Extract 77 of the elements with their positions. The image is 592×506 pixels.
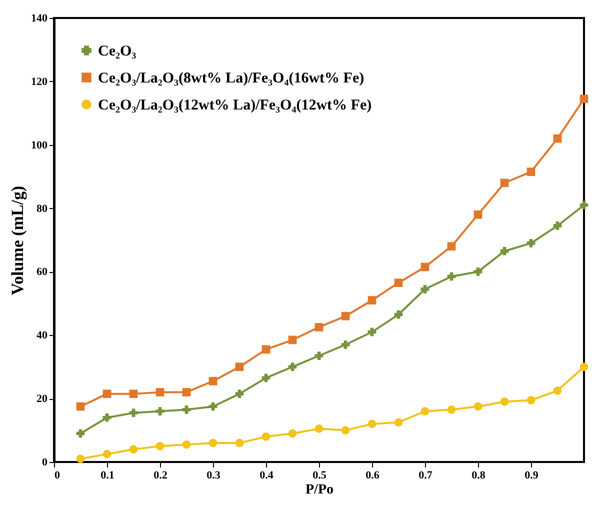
- y-tick-label: 60: [36, 266, 48, 278]
- point: [368, 420, 376, 428]
- point: [102, 450, 112, 458]
- point: [76, 402, 85, 411]
- point: [76, 454, 85, 464]
- point: [288, 336, 297, 344]
- point: [235, 390, 244, 398]
- point: [288, 362, 297, 372]
- x-tick-label: 0.9: [524, 470, 539, 482]
- point: [580, 200, 588, 210]
- point: [474, 402, 482, 411]
- point: [314, 323, 324, 332]
- x-tick-label: 0.7: [418, 470, 433, 482]
- point: [553, 386, 562, 395]
- point: [526, 168, 536, 176]
- y-tick-label: 80: [36, 202, 48, 215]
- point: [262, 345, 270, 354]
- point: [262, 432, 270, 441]
- point: [156, 407, 164, 416]
- point: [208, 376, 218, 386]
- point: [553, 222, 562, 230]
- point: [129, 408, 138, 418]
- point: [420, 284, 430, 294]
- point: [156, 388, 164, 396]
- point: [526, 396, 536, 404]
- x-tick-label: 0: [54, 470, 60, 482]
- point: [129, 445, 138, 454]
- y-tick-label: 40: [36, 330, 48, 342]
- x-axis-title: P/Po: [306, 482, 334, 498]
- x-tick-label: 0.1: [100, 470, 114, 482]
- x-tick-label: 0.6: [366, 470, 380, 482]
- point: [447, 405, 456, 414]
- point: [447, 242, 456, 251]
- y-tick-label: 140: [31, 12, 48, 24]
- legend-label: Ce₂O₃/La₂O₃(12wt% La)/Fe₃O₄(12wt% Fe): [98, 98, 372, 114]
- point: [394, 418, 403, 427]
- point: [156, 442, 164, 450]
- y-tick-label: 100: [31, 139, 48, 152]
- x-tick-label: 0.4: [260, 470, 274, 482]
- legend-label: Ce₂O₃: [98, 44, 137, 60]
- legend-label: Ce₂O₃/La₂O₃(8wt% La)/Fe₃O₄(16wt% Fe): [98, 70, 364, 86]
- point: [474, 268, 482, 276]
- point: [235, 438, 244, 448]
- point: [420, 407, 430, 416]
- point: [553, 134, 562, 143]
- point: [288, 429, 297, 438]
- point: [500, 178, 509, 188]
- y-tick-label: 120: [31, 76, 48, 88]
- point: [500, 246, 509, 256]
- y-tick-label: 0: [42, 456, 48, 468]
- point: [341, 312, 350, 320]
- point: [182, 405, 191, 414]
- y-tick-label: 20: [36, 393, 48, 406]
- x-tick-label: 0.2: [154, 470, 168, 482]
- point: [102, 413, 112, 422]
- point: [314, 424, 324, 433]
- y-axis-title: Volume (mL/g): [8, 186, 27, 296]
- point: [526, 238, 536, 248]
- point: [394, 278, 403, 287]
- point: [235, 362, 244, 372]
- point: [102, 390, 112, 398]
- point: [208, 438, 218, 448]
- x-tick-label: 0.5: [312, 470, 327, 482]
- point: [341, 340, 350, 349]
- point: [182, 388, 191, 396]
- point: [500, 398, 509, 406]
- point: [129, 390, 138, 398]
- point: [182, 440, 191, 449]
- point: [474, 210, 482, 219]
- point: [368, 296, 376, 304]
- point: [580, 94, 588, 104]
- x-tick-label: 0.8: [472, 470, 486, 482]
- point: [420, 262, 430, 272]
- point: [314, 352, 324, 360]
- point: [580, 362, 588, 372]
- point: [341, 426, 350, 434]
- x-tick-label: 0.3: [206, 470, 221, 482]
